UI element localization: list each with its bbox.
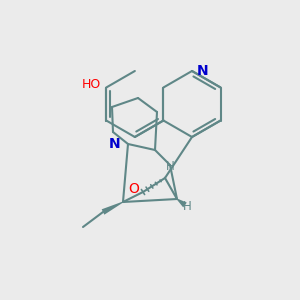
Polygon shape (177, 199, 187, 207)
Text: H: H (183, 200, 191, 214)
Polygon shape (102, 202, 123, 215)
Text: N: N (197, 64, 208, 78)
Text: HO: HO (82, 78, 101, 91)
Text: H: H (166, 160, 174, 172)
Text: N: N (108, 137, 120, 151)
Text: O: O (128, 182, 139, 196)
